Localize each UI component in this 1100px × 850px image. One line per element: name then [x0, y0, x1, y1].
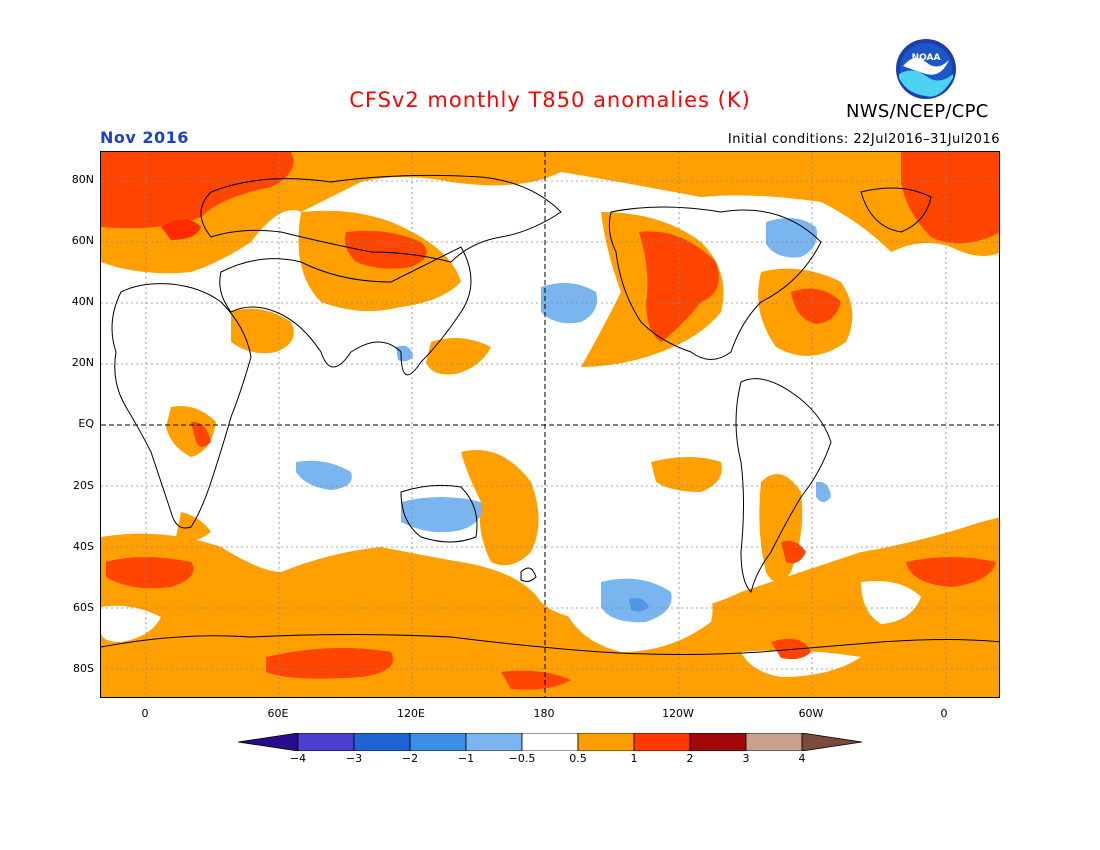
lat-label-20s: 20S: [73, 479, 94, 492]
colorbar-label-neg2: −2: [401, 752, 419, 765]
forecast-period: Nov 2016: [100, 128, 189, 147]
moderate-cool-anomaly-areas: [629, 598, 649, 612]
colorbar-label-neg3: −3: [345, 752, 363, 765]
lon-label-120e: 120E: [397, 707, 425, 720]
initial-conditions: Initial conditions: 22Jul2016–31Jul2016: [727, 132, 1000, 147]
lon-label-0-right: 0: [940, 707, 948, 720]
colorbar-label-neg1: −1: [457, 752, 475, 765]
lat-label-80n: 80N: [71, 173, 94, 186]
noaa-logo-text: NOAA: [912, 53, 941, 63]
map-canvas: [101, 152, 999, 697]
lon-label-60e: 60E: [267, 707, 289, 720]
equator-dateline: [101, 152, 999, 697]
lat-label-40s: 40S: [73, 540, 94, 553]
lon-label-180: 180: [533, 707, 555, 720]
lat-label-eq: EQ: [78, 417, 94, 430]
anomaly-map: [100, 151, 1000, 698]
colorbar: [238, 733, 862, 751]
lat-label-60n: 60N: [71, 234, 94, 247]
colorbar-label-4: 4: [798, 752, 806, 765]
lon-label-60w: 60W: [798, 707, 824, 720]
agency-label: NWS/NCEP/CPC: [846, 101, 989, 122]
lat-label-60s: 60S: [73, 601, 94, 614]
grid-lines: [101, 152, 999, 697]
lon-label-120w: 120W: [662, 707, 694, 720]
strong-warm-anomaly-areas: [101, 152, 999, 690]
colorbar-label-05: 0.5: [569, 752, 587, 765]
lon-label-0: 0: [141, 707, 149, 720]
colorbar-label-2: 2: [686, 752, 694, 765]
lat-label-80s: 80S: [73, 662, 94, 675]
colorbar-label-1: 1: [630, 752, 638, 765]
lat-label-20n: 20N: [71, 356, 94, 369]
chart-title: CFSv2 monthly T850 anomalies (K): [349, 88, 751, 112]
colorbar-label-neg4: −4: [289, 752, 307, 765]
colorbar-label-3: 3: [742, 752, 750, 765]
colorbar-label-neg05: −0.5: [508, 752, 536, 765]
coastlines: [101, 174, 999, 655]
noaa-logo: NOAA: [896, 39, 956, 99]
lat-label-40n: 40N: [71, 295, 94, 308]
